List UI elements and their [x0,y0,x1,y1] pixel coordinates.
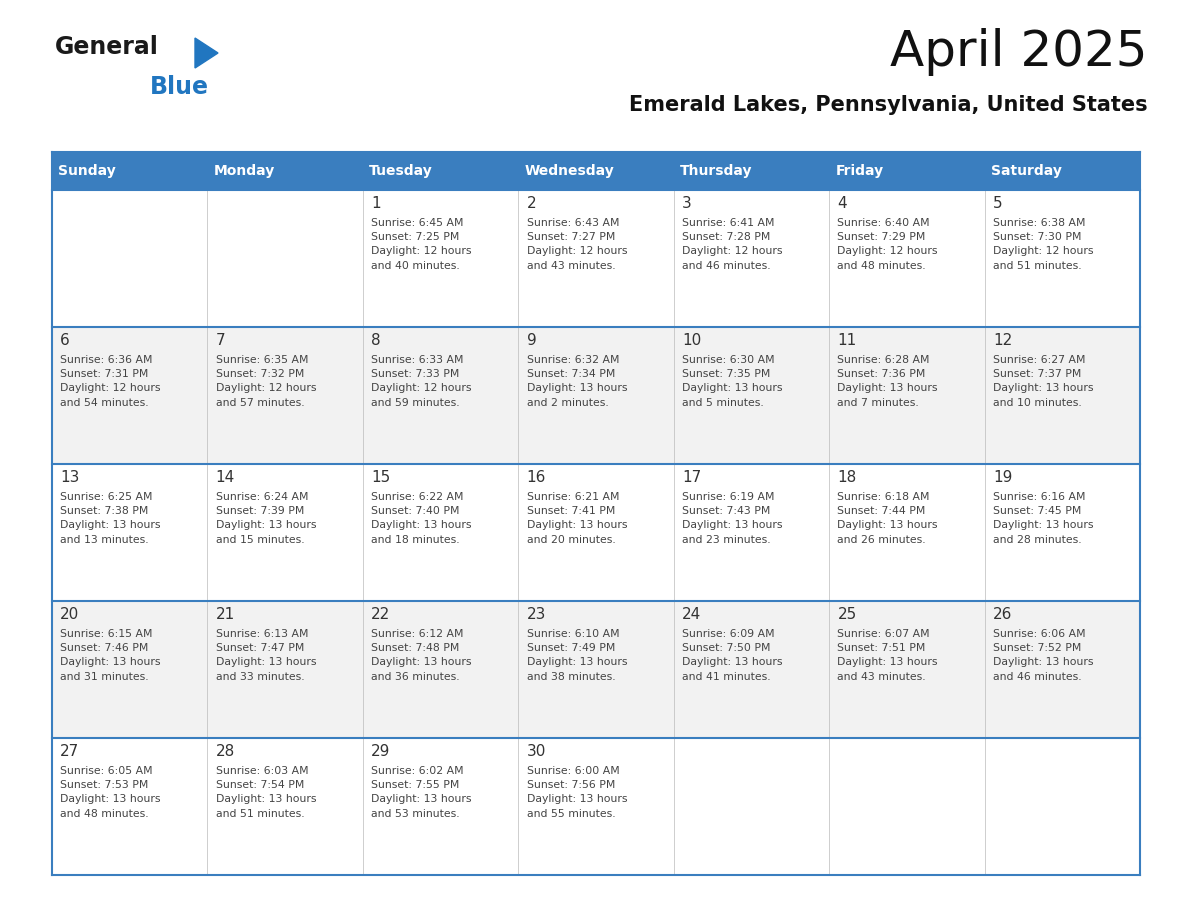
Text: Sunrise: 6:10 AM
Sunset: 7:49 PM
Daylight: 13 hours
and 38 minutes.: Sunrise: 6:10 AM Sunset: 7:49 PM Dayligh… [526,629,627,682]
Text: 3: 3 [682,196,691,210]
Text: Sunrise: 6:36 AM
Sunset: 7:31 PM
Daylight: 12 hours
and 54 minutes.: Sunrise: 6:36 AM Sunset: 7:31 PM Dayligh… [61,354,160,408]
Text: 11: 11 [838,332,857,348]
Text: Sunrise: 6:43 AM
Sunset: 7:27 PM
Daylight: 12 hours
and 43 minutes.: Sunrise: 6:43 AM Sunset: 7:27 PM Dayligh… [526,218,627,271]
Text: Sunrise: 6:41 AM
Sunset: 7:28 PM
Daylight: 12 hours
and 46 minutes.: Sunrise: 6:41 AM Sunset: 7:28 PM Dayligh… [682,218,783,271]
FancyBboxPatch shape [362,152,518,190]
Text: Blue: Blue [150,75,209,99]
Text: Sunrise: 6:16 AM
Sunset: 7:45 PM
Daylight: 13 hours
and 28 minutes.: Sunrise: 6:16 AM Sunset: 7:45 PM Dayligh… [993,491,1093,544]
Text: Sunrise: 6:19 AM
Sunset: 7:43 PM
Daylight: 13 hours
and 23 minutes.: Sunrise: 6:19 AM Sunset: 7:43 PM Dayligh… [682,491,783,544]
Text: 28: 28 [216,744,235,758]
Text: Sunrise: 6:25 AM
Sunset: 7:38 PM
Daylight: 13 hours
and 13 minutes.: Sunrise: 6:25 AM Sunset: 7:38 PM Dayligh… [61,491,160,544]
Text: Sunrise: 6:02 AM
Sunset: 7:55 PM
Daylight: 13 hours
and 53 minutes.: Sunrise: 6:02 AM Sunset: 7:55 PM Dayligh… [371,766,472,819]
Text: Monday: Monday [214,164,274,178]
Text: 18: 18 [838,469,857,485]
Text: Friday: Friday [835,164,884,178]
Text: 5: 5 [993,196,1003,210]
FancyBboxPatch shape [518,152,674,190]
Text: 14: 14 [216,469,235,485]
Text: Sunrise: 6:45 AM
Sunset: 7:25 PM
Daylight: 12 hours
and 40 minutes.: Sunrise: 6:45 AM Sunset: 7:25 PM Dayligh… [371,218,472,271]
FancyBboxPatch shape [52,464,1140,601]
Text: Sunrise: 6:22 AM
Sunset: 7:40 PM
Daylight: 13 hours
and 18 minutes.: Sunrise: 6:22 AM Sunset: 7:40 PM Dayligh… [371,491,472,544]
Text: 2: 2 [526,196,536,210]
Text: Emerald Lakes, Pennsylvania, United States: Emerald Lakes, Pennsylvania, United Stat… [630,95,1148,115]
Text: Sunrise: 6:21 AM
Sunset: 7:41 PM
Daylight: 13 hours
and 20 minutes.: Sunrise: 6:21 AM Sunset: 7:41 PM Dayligh… [526,491,627,544]
Text: 7: 7 [216,332,226,348]
Text: Sunrise: 6:18 AM
Sunset: 7:44 PM
Daylight: 13 hours
and 26 minutes.: Sunrise: 6:18 AM Sunset: 7:44 PM Dayligh… [838,491,939,544]
FancyBboxPatch shape [985,152,1140,190]
Text: Sunrise: 6:00 AM
Sunset: 7:56 PM
Daylight: 13 hours
and 55 minutes.: Sunrise: 6:00 AM Sunset: 7:56 PM Dayligh… [526,766,627,819]
Polygon shape [195,38,219,68]
Text: Sunrise: 6:27 AM
Sunset: 7:37 PM
Daylight: 13 hours
and 10 minutes.: Sunrise: 6:27 AM Sunset: 7:37 PM Dayligh… [993,354,1093,408]
Text: 6: 6 [61,332,70,348]
Text: Sunrise: 6:30 AM
Sunset: 7:35 PM
Daylight: 13 hours
and 5 minutes.: Sunrise: 6:30 AM Sunset: 7:35 PM Dayligh… [682,354,783,408]
Text: 23: 23 [526,607,546,621]
Text: Sunrise: 6:33 AM
Sunset: 7:33 PM
Daylight: 12 hours
and 59 minutes.: Sunrise: 6:33 AM Sunset: 7:33 PM Dayligh… [371,354,472,408]
Text: Sunrise: 6:40 AM
Sunset: 7:29 PM
Daylight: 12 hours
and 48 minutes.: Sunrise: 6:40 AM Sunset: 7:29 PM Dayligh… [838,218,939,271]
Text: Sunrise: 6:03 AM
Sunset: 7:54 PM
Daylight: 13 hours
and 51 minutes.: Sunrise: 6:03 AM Sunset: 7:54 PM Dayligh… [216,766,316,819]
FancyBboxPatch shape [52,738,1140,875]
Text: 24: 24 [682,607,701,621]
Text: 8: 8 [371,332,381,348]
Text: 21: 21 [216,607,235,621]
FancyBboxPatch shape [52,190,1140,327]
Text: Sunrise: 6:05 AM
Sunset: 7:53 PM
Daylight: 13 hours
and 48 minutes.: Sunrise: 6:05 AM Sunset: 7:53 PM Dayligh… [61,766,160,819]
Text: Sunrise: 6:13 AM
Sunset: 7:47 PM
Daylight: 13 hours
and 33 minutes.: Sunrise: 6:13 AM Sunset: 7:47 PM Dayligh… [216,629,316,682]
Text: 16: 16 [526,469,546,485]
Text: Sunrise: 6:06 AM
Sunset: 7:52 PM
Daylight: 13 hours
and 46 minutes.: Sunrise: 6:06 AM Sunset: 7:52 PM Dayligh… [993,629,1093,682]
Text: Sunrise: 6:35 AM
Sunset: 7:32 PM
Daylight: 12 hours
and 57 minutes.: Sunrise: 6:35 AM Sunset: 7:32 PM Dayligh… [216,354,316,408]
Text: 15: 15 [371,469,391,485]
Text: Sunrise: 6:07 AM
Sunset: 7:51 PM
Daylight: 13 hours
and 43 minutes.: Sunrise: 6:07 AM Sunset: 7:51 PM Dayligh… [838,629,939,682]
Text: Sunrise: 6:12 AM
Sunset: 7:48 PM
Daylight: 13 hours
and 36 minutes.: Sunrise: 6:12 AM Sunset: 7:48 PM Dayligh… [371,629,472,682]
FancyBboxPatch shape [208,152,362,190]
FancyBboxPatch shape [52,327,1140,464]
Text: 13: 13 [61,469,80,485]
Text: 20: 20 [61,607,80,621]
Text: 22: 22 [371,607,391,621]
Text: Wednesday: Wednesday [525,164,614,178]
Text: Sunday: Sunday [58,164,116,178]
Text: 12: 12 [993,332,1012,348]
Text: General: General [55,35,159,59]
Text: Sunrise: 6:24 AM
Sunset: 7:39 PM
Daylight: 13 hours
and 15 minutes.: Sunrise: 6:24 AM Sunset: 7:39 PM Dayligh… [216,491,316,544]
Text: 26: 26 [993,607,1012,621]
Text: Tuesday: Tuesday [369,164,432,178]
Text: Sunrise: 6:09 AM
Sunset: 7:50 PM
Daylight: 13 hours
and 41 minutes.: Sunrise: 6:09 AM Sunset: 7:50 PM Dayligh… [682,629,783,682]
Text: Saturday: Saturday [991,164,1062,178]
Text: 27: 27 [61,744,80,758]
Text: Sunrise: 6:28 AM
Sunset: 7:36 PM
Daylight: 13 hours
and 7 minutes.: Sunrise: 6:28 AM Sunset: 7:36 PM Dayligh… [838,354,939,408]
Text: 30: 30 [526,744,546,758]
Text: 17: 17 [682,469,701,485]
Text: Sunrise: 6:32 AM
Sunset: 7:34 PM
Daylight: 13 hours
and 2 minutes.: Sunrise: 6:32 AM Sunset: 7:34 PM Dayligh… [526,354,627,408]
Text: Sunrise: 6:38 AM
Sunset: 7:30 PM
Daylight: 12 hours
and 51 minutes.: Sunrise: 6:38 AM Sunset: 7:30 PM Dayligh… [993,218,1093,271]
Text: April 2025: April 2025 [891,28,1148,76]
FancyBboxPatch shape [829,152,985,190]
Text: 4: 4 [838,196,847,210]
FancyBboxPatch shape [52,152,208,190]
Text: Sunrise: 6:15 AM
Sunset: 7:46 PM
Daylight: 13 hours
and 31 minutes.: Sunrise: 6:15 AM Sunset: 7:46 PM Dayligh… [61,629,160,682]
Text: 10: 10 [682,332,701,348]
Text: 9: 9 [526,332,536,348]
Text: 1: 1 [371,196,381,210]
Text: 25: 25 [838,607,857,621]
FancyBboxPatch shape [674,152,829,190]
Text: 19: 19 [993,469,1012,485]
FancyBboxPatch shape [52,601,1140,738]
Text: Thursday: Thursday [680,164,752,178]
Text: 29: 29 [371,744,391,758]
